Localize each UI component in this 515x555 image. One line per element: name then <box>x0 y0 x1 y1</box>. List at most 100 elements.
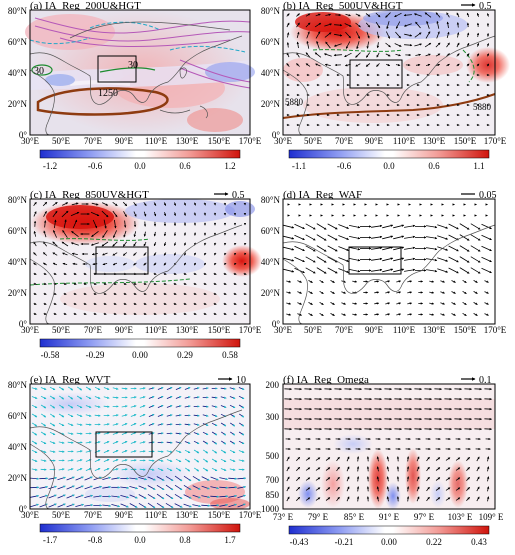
panel-a: (a) IA_Reg_200U&HGT 30 30 1250 <box>8 0 262 171</box>
f-cb-1: -0.21 <box>335 537 354 547</box>
e-xtick-4: 110°E <box>145 510 168 520</box>
b-xtick-3: 90°E <box>365 136 384 146</box>
f-ytick-0: 200 <box>266 380 280 390</box>
panel-f: (f) IA_Reg_Omega 0.1 200 300 500 700 850… <box>261 374 504 547</box>
c-cb-0: -0.58 <box>41 350 60 360</box>
f-xtick-5: 103° E <box>448 512 473 522</box>
a-ytick-3: 60°N <box>8 37 28 47</box>
a-cb-1: -0.6 <box>88 161 103 171</box>
f-cb-0: -0.43 <box>290 537 309 547</box>
c-xtick-2: 70°E <box>84 325 103 335</box>
panel-e: (e) IA_Reg_WVT 10 0° 20°N 40°N 60°N 80°N… <box>8 374 262 545</box>
e-xtick-7: 170°E <box>239 510 262 520</box>
f-ytick-2: 500 <box>266 451 280 461</box>
a-cb-3: 0.6 <box>179 161 191 171</box>
b-xtick-4: 110°E <box>393 136 416 146</box>
d-xtick-5: 130°E <box>423 325 446 335</box>
a-ytick-4: 80°N <box>8 6 28 16</box>
d-xtick-7: 170°E <box>484 325 507 335</box>
f-cb-2: 0.00 <box>381 537 397 547</box>
d-xtick-3: 90°E <box>365 325 384 335</box>
a-xtick-4: 110°E <box>145 136 168 146</box>
d-ytick-3: 60°N <box>261 226 281 236</box>
b-ytick-1: 20°N <box>261 99 281 109</box>
b-cb-3: 0.6 <box>428 161 440 171</box>
panel-d: (d) IA_Reg_WAF 0.05 0° 20°N 40°N 60°N 80… <box>261 189 507 335</box>
f-xtick-2: 85° E <box>344 512 365 522</box>
d-ytick-4: 80°N <box>261 195 281 205</box>
c-ytick-2: 40°N <box>8 257 28 267</box>
a-xtick-0: 30°E <box>21 136 40 146</box>
colorbar-e: -1.7 -0.8 0.0 0.8 1.7 <box>40 524 240 545</box>
c-xtick-4: 110°E <box>145 325 168 335</box>
a-xtick-2: 70°E <box>84 136 103 146</box>
d-ytick-1: 20°N <box>261 288 281 298</box>
c-xtick-3: 90°E <box>115 325 134 335</box>
e-ytick-1: 20°N <box>8 473 28 483</box>
d-xtick-1: 50°E <box>304 325 323 335</box>
e-cb-1: -0.8 <box>88 535 103 545</box>
c-ytick-3: 60°N <box>8 226 28 236</box>
e-xtick-5: 130°E <box>176 510 199 520</box>
c-cb-4: 0.58 <box>222 350 238 360</box>
e-ytick-2: 40°N <box>8 442 28 452</box>
a-cb-4: 1.2 <box>224 161 235 171</box>
f-cb-3: 0.22 <box>426 537 442 547</box>
e-ytick-3: 60°N <box>8 411 28 421</box>
contour-label-b2: 5880 <box>473 102 492 112</box>
c-cb-1: -0.29 <box>86 350 105 360</box>
f-xtick-3: 91° E <box>379 512 400 522</box>
e-cb-4: 1.7 <box>224 535 236 545</box>
c-xtick-7: 170°E <box>239 325 262 335</box>
c-ytick-4: 80°N <box>8 195 28 205</box>
f-xtick-1: 79° E <box>308 512 329 522</box>
a-xtick-6: 150°E <box>208 136 231 146</box>
a-xtick-5: 130°E <box>176 136 199 146</box>
d-xtick-6: 150°E <box>454 325 477 335</box>
colorbar-b: -1.1 -0.6 0.0 0.6 1.1 <box>289 150 489 171</box>
b-xtick-2: 70°E <box>335 136 354 146</box>
f-xtick-4: 97° E <box>414 512 435 522</box>
a-xtick-1: 50°E <box>52 136 71 146</box>
f-xtick-6: 109° E <box>479 512 504 522</box>
f-cb-4: 0.43 <box>471 537 487 547</box>
b-ytick-2: 40°N <box>261 68 281 78</box>
a-cb-2: 0.0 <box>134 161 146 171</box>
a-ytick-2: 40°N <box>8 68 28 78</box>
e-xtick-1: 50°E <box>52 510 71 520</box>
f-ytick-4: 850 <box>266 490 280 500</box>
d-xtick-0: 30°E <box>274 325 293 335</box>
a-xtick-3: 90°E <box>115 136 134 146</box>
c-ytick-1: 20°N <box>8 288 28 298</box>
e-xtick-0: 30°E <box>21 510 40 520</box>
b-xtick-5: 130°E <box>423 136 446 146</box>
b-xtick-1: 50°E <box>304 136 323 146</box>
panel-c: (c) IA_Reg_850UV&HGT 0.5 0° 20°N 40°N 60… <box>8 189 262 360</box>
e-cb-2: 0.0 <box>134 535 146 545</box>
c-cb-2: 0.00 <box>132 350 148 360</box>
c-xtick-0: 30°E <box>21 325 40 335</box>
b-ytick-3: 60°N <box>261 37 281 47</box>
vector-arrow <box>245 253 246 255</box>
f-xtick-0: 73° E <box>273 512 294 522</box>
colorbar-a: -1.2 -0.6 0.0 0.6 1.2 <box>40 150 240 171</box>
b-xtick-7: 170°E <box>484 136 507 146</box>
colorbar-c: -0.58 -0.29 0.00 0.29 0.58 <box>40 339 240 360</box>
colorbar-f: -0.43 -0.21 0.00 0.22 0.43 <box>289 526 489 547</box>
b-xtick-6: 150°E <box>454 136 477 146</box>
b-xtick-0: 30°E <box>274 136 293 146</box>
d-xtick-4: 110°E <box>393 325 416 335</box>
panel-b: (b) IA_Reg_500UV&HGT 0.5 5880 5880 0° 20… <box>261 0 510 171</box>
e-cb-3: 0.8 <box>179 535 191 545</box>
b-cb-4: 1.1 <box>473 161 484 171</box>
f-ytick-1: 300 <box>266 412 280 422</box>
b-cb-2: 0.0 <box>383 161 395 171</box>
e-xtick-3: 90°E <box>115 510 134 520</box>
b-cb-0: -1.1 <box>292 161 306 171</box>
c-xtick-1: 50°E <box>52 325 71 335</box>
a-xtick-7: 170°E <box>239 136 262 146</box>
d-ytick-2: 40°N <box>261 257 281 267</box>
e-xtick-6: 150°E <box>208 510 231 520</box>
a-cb-0: -1.2 <box>43 161 57 171</box>
